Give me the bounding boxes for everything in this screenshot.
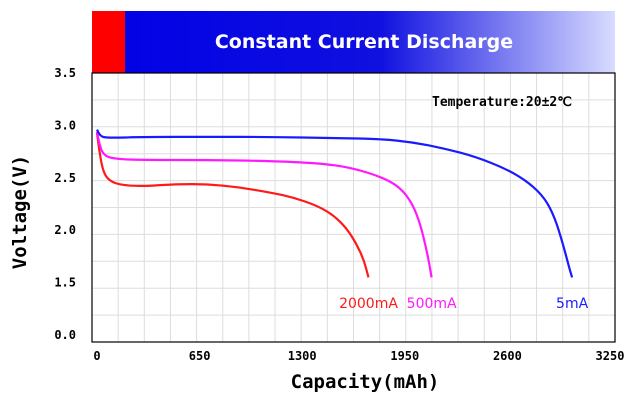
y-axis-title: Voltage(V) (9, 155, 31, 269)
x-tick-label: 1300 (288, 349, 317, 363)
series-line-500mA (95, 131, 433, 278)
x-tick-label: 1950 (390, 349, 419, 363)
grid-lines (92, 73, 615, 342)
x-tick-label: 650 (189, 349, 211, 363)
y-tick-label: 2.0 (54, 223, 76, 237)
y-tick-labels: 0.0 1.5 2.0 2.5 3.0 3.5 (54, 66, 76, 342)
series-layer (95, 129, 574, 278)
series-line-5mA (96, 129, 574, 278)
series-line-2000mA (95, 132, 370, 278)
x-tick-label: 2600 (493, 349, 522, 363)
series-label-500mA: 500mA (407, 296, 457, 312)
plot-frame (91, 72, 616, 343)
series-label-2000mA: 2000mA (339, 296, 398, 312)
title-red-block (92, 11, 125, 73)
x-axis-title: Capacity(mAh) (291, 371, 440, 393)
x-tick-label: 3250 (596, 349, 625, 363)
y-tick-label: 2.5 (54, 171, 76, 185)
y-tick-label: 1.5 (54, 276, 76, 290)
series-labels: 2000mA 500mA 5mA (339, 296, 589, 312)
y-tick-label: 3.5 (54, 66, 76, 80)
chart-title: Constant Current Discharge (215, 31, 513, 53)
y-tick-label: 3.0 (54, 118, 76, 132)
temperature-annotation: Temperature:20±2℃ (432, 95, 572, 110)
title-band (92, 11, 615, 73)
series-label-5mA: 5mA (556, 296, 589, 312)
y-tick-label: 0.0 (54, 328, 76, 342)
x-tick-labels: 0 650 1300 1950 2600 3250 (93, 349, 624, 363)
x-tick-label: 0 (93, 349, 100, 363)
